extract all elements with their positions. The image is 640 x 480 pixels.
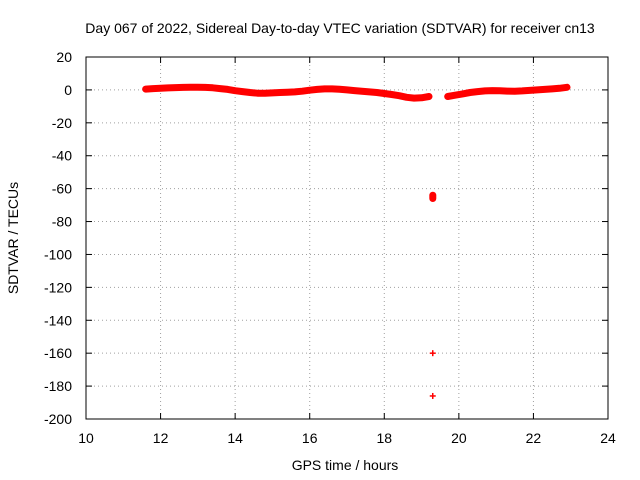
x-tick-label: 22 xyxy=(526,430,542,446)
data-point xyxy=(426,93,433,100)
y-tick-label: -120 xyxy=(44,279,72,295)
data-point xyxy=(429,392,436,399)
x-axis-labels: 10 12 14 16 18 20 22 24 xyxy=(78,430,616,446)
data-point xyxy=(299,88,306,95)
data-point xyxy=(351,87,358,94)
data-point xyxy=(459,90,466,97)
data-point xyxy=(269,89,276,96)
data-point xyxy=(239,88,246,95)
x-tick-label: 10 xyxy=(78,430,94,446)
x-tick-label: 18 xyxy=(376,430,392,446)
data-point xyxy=(194,84,201,91)
data-point xyxy=(381,90,388,97)
data-point xyxy=(396,92,403,99)
data-point xyxy=(344,86,350,93)
data-point xyxy=(563,84,570,91)
data-point xyxy=(444,93,451,100)
y-tick-label: -180 xyxy=(44,378,72,394)
data-point xyxy=(254,90,261,97)
x-tick-label: 12 xyxy=(153,430,169,446)
y-tick-label: 20 xyxy=(56,49,72,65)
data-point xyxy=(321,85,328,92)
grid-lines xyxy=(86,57,608,419)
data-point xyxy=(549,85,556,92)
data-point xyxy=(504,88,511,95)
data-point xyxy=(157,85,164,92)
y-tick-label: -80 xyxy=(52,214,72,230)
data-point xyxy=(481,87,488,94)
data-point xyxy=(403,94,410,101)
x-tick-label: 14 xyxy=(227,430,243,446)
data-point xyxy=(474,88,481,95)
x-axis-title: GPS time / hours xyxy=(292,457,399,473)
data-point xyxy=(202,84,209,91)
x-tick-label: 20 xyxy=(451,430,467,446)
y-tick-label: -20 xyxy=(52,115,72,131)
data-point xyxy=(247,89,254,96)
data-point xyxy=(429,195,436,202)
data-point xyxy=(358,88,365,95)
data-point xyxy=(467,89,474,96)
data-point xyxy=(526,87,533,94)
x-tick-label: 24 xyxy=(600,430,616,446)
data-point xyxy=(306,87,313,94)
data-point xyxy=(314,86,321,93)
data-point xyxy=(534,86,541,93)
data-point xyxy=(556,85,563,92)
y-tick-label: -160 xyxy=(44,345,72,361)
y-tick-label: -100 xyxy=(44,246,72,262)
chart-title: Day 067 of 2022, Sidereal Day-to-day VTE… xyxy=(85,20,595,36)
data-point xyxy=(179,84,186,91)
data-point xyxy=(209,84,216,91)
data-point xyxy=(224,86,231,93)
y-tick-label: 0 xyxy=(64,82,72,98)
data-point xyxy=(187,84,194,91)
data-point xyxy=(217,85,224,92)
data-point xyxy=(291,88,298,95)
data-point xyxy=(276,89,283,96)
data-point xyxy=(519,87,526,94)
data-point xyxy=(284,89,291,96)
axis-ticks xyxy=(85,56,609,420)
data-point xyxy=(452,92,459,99)
y-tick-label: -200 xyxy=(44,411,72,427)
data-point xyxy=(329,85,336,92)
y-axis-title: SDTVAR / TECUs xyxy=(5,182,21,294)
data-point xyxy=(336,86,343,93)
data-point xyxy=(165,84,172,91)
data-point xyxy=(388,91,395,98)
y-axis-labels: 20 0 -20 -40 -60 -80 -100 -120 -140 -160 -180 -200 xyxy=(44,49,72,427)
data-point xyxy=(429,350,436,357)
y-tick-label: -140 xyxy=(44,312,72,328)
data-point xyxy=(366,88,373,95)
data-point xyxy=(172,84,179,91)
data-point xyxy=(142,86,149,93)
data-points xyxy=(142,83,571,399)
data-point xyxy=(418,94,425,101)
data-point xyxy=(496,87,503,94)
data-point xyxy=(489,87,496,94)
y-tick-label: -60 xyxy=(52,181,72,197)
data-point xyxy=(511,88,518,95)
data-point xyxy=(150,85,157,92)
plot-frame xyxy=(85,56,609,420)
y-tick-label: -40 xyxy=(52,148,72,164)
data-point xyxy=(541,86,548,93)
data-point xyxy=(261,90,268,97)
data-point xyxy=(232,87,239,94)
data-point xyxy=(411,95,418,102)
x-tick-label: 16 xyxy=(302,430,318,446)
data-point xyxy=(373,89,380,96)
